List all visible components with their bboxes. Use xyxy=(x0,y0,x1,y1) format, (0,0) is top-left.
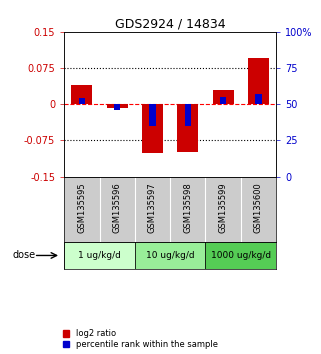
Bar xyxy=(185,104,191,126)
Bar xyxy=(248,58,269,104)
Bar xyxy=(255,94,262,104)
Bar xyxy=(79,98,85,104)
Text: GSM135600: GSM135600 xyxy=(254,182,263,233)
Text: GSM135599: GSM135599 xyxy=(219,182,228,233)
Title: GDS2924 / 14834: GDS2924 / 14834 xyxy=(115,18,225,31)
Bar xyxy=(177,104,198,152)
Text: 1 ug/kg/d: 1 ug/kg/d xyxy=(78,251,121,260)
Text: GSM135598: GSM135598 xyxy=(183,182,192,233)
Text: dose: dose xyxy=(13,251,36,261)
Bar xyxy=(220,97,226,104)
Text: GSM135597: GSM135597 xyxy=(148,182,157,233)
Text: 10 ug/kg/d: 10 ug/kg/d xyxy=(146,251,195,260)
Bar xyxy=(71,85,92,104)
Text: GSM135595: GSM135595 xyxy=(77,182,86,233)
Bar xyxy=(149,104,156,126)
Text: 1000 ug/kg/d: 1000 ug/kg/d xyxy=(211,251,271,260)
Bar xyxy=(114,104,120,110)
Bar xyxy=(107,104,128,108)
Bar xyxy=(205,242,276,269)
Legend: log2 ratio, percentile rank within the sample: log2 ratio, percentile rank within the s… xyxy=(62,329,219,350)
Bar xyxy=(135,242,205,269)
Bar xyxy=(213,90,234,104)
Text: GSM135596: GSM135596 xyxy=(113,182,122,233)
Bar xyxy=(64,242,135,269)
Bar xyxy=(142,104,163,153)
